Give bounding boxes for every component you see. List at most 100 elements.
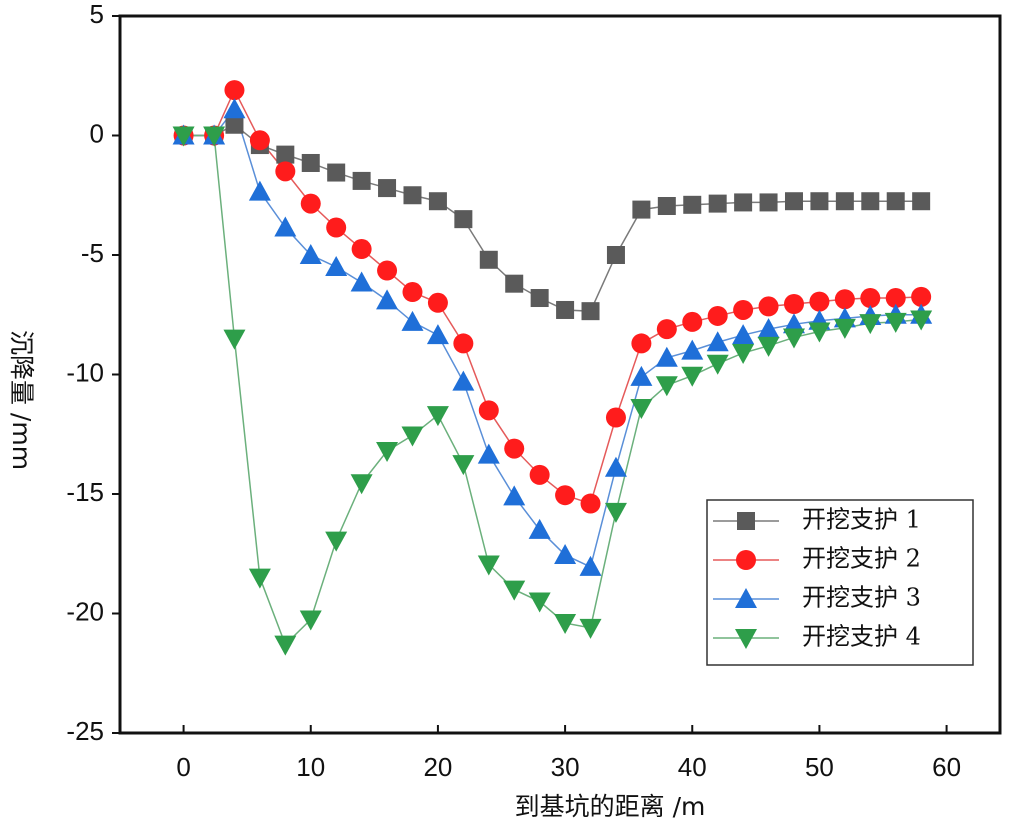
marker	[581, 302, 600, 321]
marker	[503, 485, 526, 506]
marker	[605, 407, 626, 428]
marker	[632, 200, 651, 219]
legend-label: 开挖支护 3	[802, 584, 921, 612]
marker	[784, 192, 803, 211]
marker	[655, 376, 678, 397]
y-axis-label: 沉降量 /mm	[7, 330, 36, 470]
marker	[580, 493, 601, 514]
x-tick-label: 10	[296, 752, 325, 782]
marker	[378, 179, 397, 198]
marker	[172, 126, 195, 147]
y-tick-label: -5	[81, 238, 104, 268]
marker	[452, 455, 475, 476]
marker	[706, 354, 729, 375]
legend-label: 开挖支护 4	[802, 623, 921, 651]
marker	[377, 260, 398, 281]
marker	[275, 161, 296, 182]
marker	[809, 291, 830, 312]
marker	[885, 288, 906, 309]
marker	[528, 592, 551, 613]
marker	[454, 210, 473, 229]
marker	[351, 239, 372, 260]
marker	[426, 406, 449, 427]
marker	[655, 346, 678, 367]
marker	[707, 305, 728, 326]
marker	[402, 282, 423, 303]
marker	[657, 197, 676, 216]
marker	[757, 336, 780, 357]
marker	[428, 192, 447, 211]
marker	[656, 319, 677, 340]
marker	[758, 296, 779, 317]
marker	[810, 192, 829, 211]
marker	[478, 400, 499, 421]
marker	[326, 217, 347, 238]
marker	[604, 502, 627, 523]
legend-marker	[735, 629, 757, 649]
marker	[833, 318, 856, 339]
y-tick-label: -20	[66, 596, 104, 626]
marker	[274, 216, 297, 237]
marker	[299, 610, 322, 631]
marker	[579, 618, 602, 639]
marker	[631, 333, 652, 354]
x-tick-label: 60	[932, 752, 961, 782]
marker	[759, 193, 778, 212]
marker	[276, 145, 295, 164]
marker	[681, 339, 704, 360]
marker	[630, 365, 653, 386]
marker	[732, 343, 755, 364]
marker	[225, 115, 244, 134]
marker	[300, 193, 321, 214]
marker	[834, 289, 855, 310]
marker	[426, 324, 449, 345]
marker	[554, 543, 577, 564]
marker	[223, 329, 246, 350]
y-tick-label: -10	[66, 357, 104, 387]
marker	[325, 531, 348, 552]
marker	[401, 426, 424, 447]
y-tick-label: 0	[90, 118, 104, 148]
marker	[860, 288, 881, 309]
marker	[479, 250, 498, 269]
marker	[505, 274, 524, 293]
legend-marker	[735, 588, 757, 608]
marker	[403, 186, 422, 205]
marker	[884, 312, 907, 333]
marker	[782, 328, 805, 349]
marker	[504, 438, 525, 459]
marker	[579, 555, 602, 576]
marker	[708, 194, 727, 213]
marker	[681, 366, 704, 387]
marker	[861, 192, 880, 211]
marker	[910, 310, 933, 331]
marker	[734, 193, 753, 212]
marker	[554, 614, 577, 635]
legend-label: 开挖支护 1	[802, 506, 921, 534]
marker	[401, 310, 424, 331]
marker	[249, 130, 270, 151]
legend-marker	[737, 512, 755, 530]
marker	[301, 153, 320, 172]
marker	[376, 289, 399, 310]
legend-label: 开挖支护 2	[802, 545, 921, 573]
marker	[327, 163, 346, 182]
marker	[732, 324, 755, 345]
marker	[299, 244, 322, 264]
marker	[555, 485, 576, 506]
y-tick-label: -15	[66, 477, 104, 507]
marker	[325, 255, 348, 276]
marker	[453, 333, 474, 354]
x-tick-label: 20	[423, 752, 452, 782]
legend-marker	[736, 550, 756, 570]
marker	[203, 126, 226, 147]
marker	[683, 195, 702, 214]
y-tick-label: -25	[66, 716, 104, 746]
marker	[682, 311, 703, 332]
marker	[376, 441, 399, 462]
marker	[427, 292, 448, 313]
marker	[604, 456, 627, 477]
x-tick-label: 40	[678, 752, 707, 782]
marker	[606, 246, 625, 264]
